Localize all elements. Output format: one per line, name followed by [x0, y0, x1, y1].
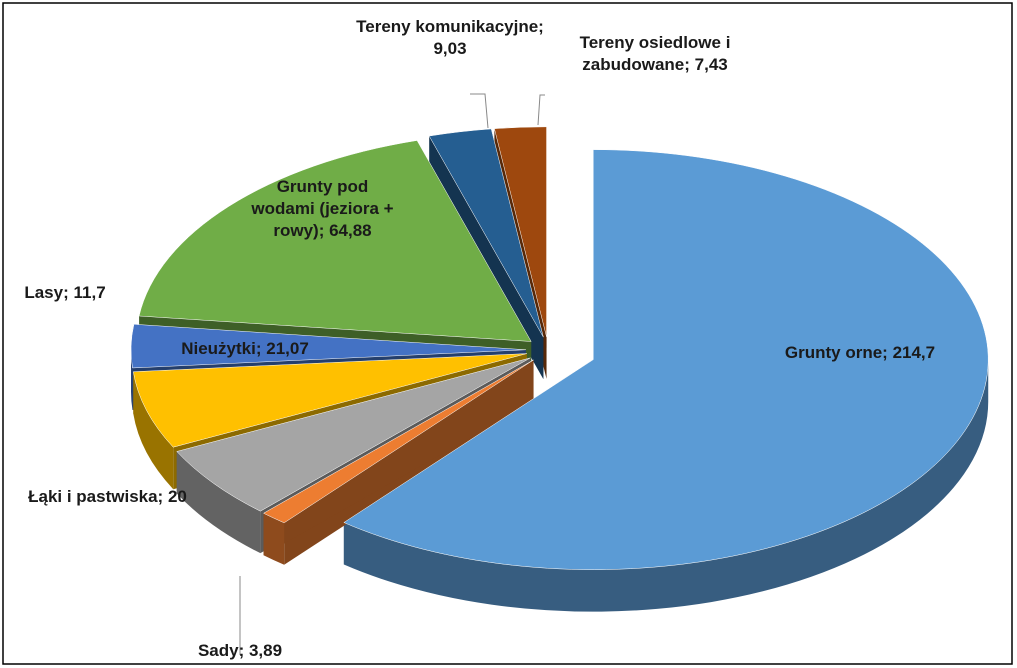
label-value: 9,03: [433, 39, 467, 58]
data-label: Tereny komunikacyjne; 9,03: [350, 16, 550, 60]
label-category: Tereny komunikacyjne;: [356, 17, 544, 36]
slice-side: [131, 349, 133, 410]
label-category: Lasy;: [24, 283, 69, 302]
slice: [138, 140, 532, 342]
label-value: 20: [167, 487, 187, 506]
slice: [494, 126, 547, 337]
label-category: Tereny osiedlowe i zabudowane;: [579, 33, 731, 74]
label-category: Nieużytki;: [181, 339, 262, 358]
label-value: 11,7: [73, 283, 106, 302]
label-value: 3,89: [248, 641, 283, 660]
label-value: 214,7: [892, 343, 936, 362]
slice-side: [176, 451, 261, 554]
slice: [133, 353, 527, 448]
label-category: Sady;: [197, 641, 245, 660]
label-value: 64,88: [329, 221, 372, 240]
slice-side: [343, 359, 989, 612]
leader-line: [537, 94, 545, 126]
data-label: Lasy; 11,7: [20, 282, 110, 304]
label-value: 7,43: [694, 55, 728, 74]
label-value: 21,07: [266, 339, 309, 358]
slice-side: [133, 371, 174, 490]
label-category: Grunty pod wodami (jeziora + rowy);: [251, 177, 394, 240]
data-label: Grunty pod wodami (jeziora + rowy); 64,8…: [250, 176, 395, 242]
label-category: Grunty orne;: [784, 343, 888, 362]
data-label: Łąki i pastwiska; 20: [0, 486, 215, 508]
slice-side: [263, 513, 285, 565]
leader-line: [470, 93, 489, 129]
slice: [343, 149, 989, 570]
label-category: Łąki i pastwiska;: [28, 487, 164, 506]
slice: [428, 128, 544, 338]
slice: [130, 323, 527, 369]
data-label: Grunty orne; 214,7: [720, 342, 1000, 364]
data-label: Sady; 3,89: [110, 640, 370, 662]
slice-inner-wall: [263, 359, 534, 556]
data-label: Nieużytki; 21,07: [115, 338, 375, 360]
slice: [263, 359, 534, 524]
data-label: Tereny osiedlowe i zabudowane; 7,43: [540, 32, 770, 76]
slice: [176, 357, 531, 512]
